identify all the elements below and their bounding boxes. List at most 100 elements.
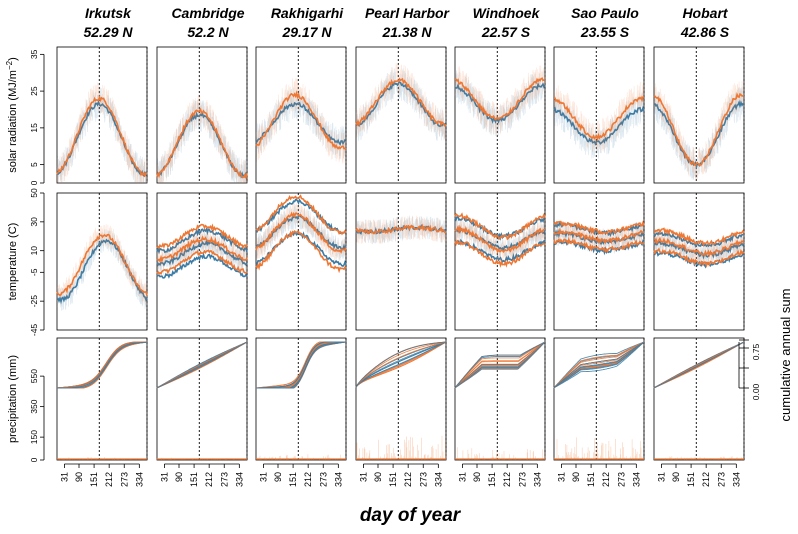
cumulative-line (57, 341, 147, 389)
x-tick-label: 273 (716, 472, 726, 487)
x-tick-label: 90 (174, 472, 184, 482)
daily-precip-spikes (455, 447, 546, 460)
series-noise-orange (355, 62, 447, 140)
cumulative-line (454, 341, 546, 389)
site-latitude-windhoek: 22.57 S (481, 24, 531, 40)
y-tick-label-solar: 15 (29, 123, 39, 133)
cumulative-line (454, 341, 546, 389)
x-tick-label: 334 (731, 472, 741, 487)
cumulative-line (57, 341, 147, 389)
series-noise-orange (255, 78, 347, 164)
x-tick-label: 212 (502, 472, 512, 487)
series-line-orange (156, 235, 248, 264)
cumulative-line (57, 341, 147, 389)
y-tick-label-precipitation: 0 (29, 457, 39, 462)
series-noise-blue (156, 231, 248, 276)
cumulative-line (156, 341, 248, 389)
cumulative-line (355, 341, 446, 388)
x-tick-label: 334 (433, 472, 443, 487)
series-line-orange (156, 249, 248, 276)
series-line-orange (654, 227, 745, 248)
site-title-hobart: Hobart (682, 5, 728, 21)
series-line-blue (156, 252, 248, 279)
series-noise-orange (355, 215, 447, 245)
series-noise-blue (355, 215, 447, 245)
y-tick-label-temperature: -45 (29, 324, 39, 337)
cumulative-line (355, 341, 446, 388)
x-tick-label: 334 (234, 472, 244, 487)
x-tick-label: 151 (388, 472, 398, 487)
series-line-blue (255, 198, 347, 235)
x-tick-label: 151 (586, 472, 596, 487)
x-tick-label: 273 (219, 472, 229, 487)
site-title-windhoek: Windhoek (473, 5, 541, 21)
series-line-blue (454, 82, 546, 125)
cumulative-line (256, 341, 346, 389)
row-label-solar: solar radiation (MJ/m−2) (5, 57, 19, 173)
x-tick-label: 212 (303, 472, 313, 487)
cumulative-line (256, 341, 346, 389)
series-line-orange (255, 90, 347, 150)
x-tick-label: 31 (159, 472, 169, 482)
row-label-precipitation: precipitation (mm) (7, 355, 19, 443)
daily-precip-spikes (356, 435, 447, 460)
y-tick-label-temperature: 10 (29, 246, 39, 256)
row-labels: solar radiation (MJ/m−2) temperature (C) p… (5, 57, 19, 443)
panel-frame-precipitation (56, 337, 148, 461)
x-tick-label: 273 (616, 472, 626, 487)
series-noise-orange (56, 82, 148, 184)
x-tick-label: 90 (273, 472, 283, 482)
y-tick-label-temperature: -25 (29, 295, 39, 308)
x-tick-label: 273 (119, 472, 129, 487)
panel-frame-temperature (56, 192, 148, 331)
y-tick-label-precipitation: 150 (29, 430, 39, 444)
cumulative-line (553, 341, 645, 389)
series-line-blue (156, 226, 248, 255)
series-line-orange (255, 211, 347, 254)
cumulative-line (454, 341, 546, 388)
cumulative-line (57, 341, 147, 389)
cumulative-line (256, 341, 346, 389)
y-tick-label-temperature: 50 (29, 188, 39, 198)
daily-precip-spikes (553, 437, 645, 460)
site-latitude-irkutsk: 52.29 N (83, 24, 133, 40)
series-line-blue (156, 238, 248, 267)
cumulative-line (57, 341, 147, 389)
cumulative-line (256, 341, 346, 389)
series-line-orange (355, 77, 447, 128)
x-tick-label: 31 (556, 472, 566, 482)
cumulative-line (256, 341, 346, 389)
x-tick-label: 212 (403, 472, 413, 487)
cumulative-line (355, 341, 446, 388)
series-noise-orange (553, 219, 645, 253)
series-line-orange (454, 212, 546, 241)
cumulative-line (355, 341, 447, 388)
cumulative-line (653, 341, 745, 389)
series-line-orange (56, 233, 148, 297)
site-title-irkutsk: Irkutsk (85, 5, 132, 21)
cumulative-line (355, 341, 446, 388)
x-tick-label: 31 (656, 472, 666, 482)
cumulative-line (255, 341, 346, 389)
series-noise-orange (56, 224, 148, 306)
series-line-orange (454, 77, 546, 121)
x-tick-label: 273 (318, 472, 328, 487)
cumulative-line (454, 341, 546, 389)
cumulative-line (255, 341, 346, 389)
series-line-orange (653, 247, 745, 268)
cumulative-line (57, 341, 147, 389)
x-tick-label: 90 (671, 472, 681, 482)
x-tick-label: 90 (373, 472, 383, 482)
cumulative-line (553, 341, 645, 389)
cumulative-line (56, 341, 147, 389)
series-line-orange (255, 229, 347, 274)
x-tick-label: 90 (472, 472, 482, 482)
series-line-orange (653, 92, 745, 167)
x-tick-label: 212 (601, 472, 611, 487)
cumulative-line (553, 341, 645, 389)
y-tick-label-precipitation: 350 (29, 399, 39, 413)
y-tick-label-solar: 0 (29, 180, 39, 185)
series-line-orange (156, 107, 248, 180)
x-tick-label: 273 (517, 472, 527, 487)
